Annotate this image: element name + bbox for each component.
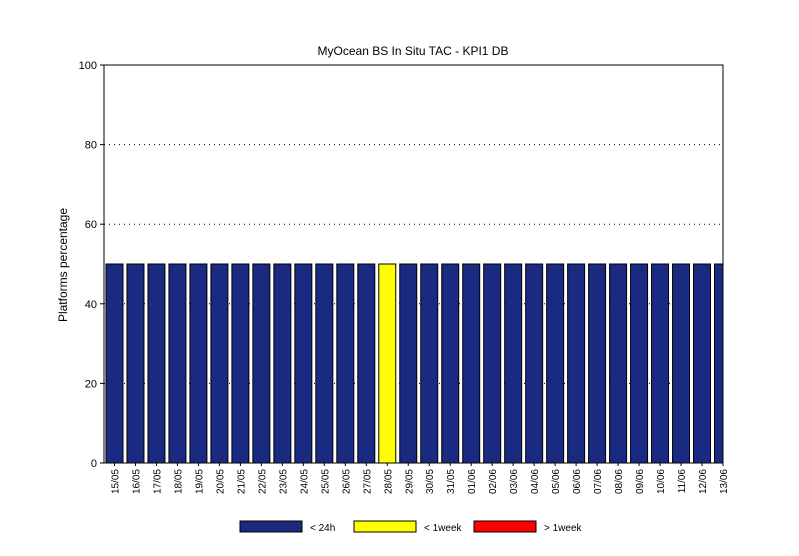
legend-swatch xyxy=(353,520,417,533)
bar xyxy=(315,263,334,464)
x-tick-label: 13/06 xyxy=(719,469,730,494)
y-tick-label: 0 xyxy=(91,458,97,470)
legend: < 24h < 1week > 1week xyxy=(239,520,583,534)
x-tick-label: 03/06 xyxy=(509,469,520,494)
legend-swatch xyxy=(473,520,537,533)
y-tick-label: 20 xyxy=(85,378,97,390)
y-tick-label: 40 xyxy=(85,299,97,311)
x-tick-label: 05/06 xyxy=(551,469,562,494)
x-tick-label: 01/06 xyxy=(467,469,478,494)
x-tick-label: 29/05 xyxy=(404,469,415,494)
bars xyxy=(105,263,724,464)
x-tick-label: 25/05 xyxy=(320,469,331,494)
bar xyxy=(483,263,502,464)
x-tick-label: 17/05 xyxy=(152,469,163,494)
bar xyxy=(252,263,271,464)
x-tick-label: 26/05 xyxy=(341,469,352,494)
legend-label: < 1week xyxy=(424,523,463,534)
x-tick-label: 18/05 xyxy=(173,469,184,494)
bar xyxy=(420,263,439,464)
legend-label: > 1week xyxy=(544,523,583,534)
x-tick-label: 07/06 xyxy=(593,469,604,494)
x-tick-label: 24/05 xyxy=(299,469,310,494)
x-tick-label: 06/06 xyxy=(572,469,583,494)
bar xyxy=(504,263,523,464)
bar xyxy=(378,263,397,464)
bar xyxy=(399,263,418,464)
x-tick-label: 30/05 xyxy=(425,469,436,494)
x-tick-label: 31/05 xyxy=(446,469,457,494)
bar xyxy=(126,263,145,464)
y-axis-label: Platforms percentage xyxy=(56,208,70,322)
x-tick-label: 21/05 xyxy=(236,469,247,494)
bar xyxy=(609,263,628,464)
x-tick-label: 27/05 xyxy=(362,469,373,494)
x-tick-label: 09/06 xyxy=(635,469,646,494)
x-tick-label: 12/06 xyxy=(698,469,709,494)
plot-frame xyxy=(103,64,724,464)
bar xyxy=(672,263,691,464)
x-tick-label: 20/05 xyxy=(215,469,226,494)
legend-swatch xyxy=(239,520,303,533)
x-axis: 15/05 16/05 17/05 18/05 19/05 20/05 21/05 22/05… xyxy=(110,463,730,494)
bar xyxy=(231,263,250,464)
bar xyxy=(441,263,460,464)
bar xyxy=(693,263,712,464)
x-tick-label: 10/06 xyxy=(656,469,667,494)
legend-label: < 24h xyxy=(310,523,335,534)
bar xyxy=(189,263,208,464)
bar xyxy=(210,263,229,464)
bar xyxy=(714,263,724,464)
x-tick-label: 16/05 xyxy=(131,469,142,494)
bar xyxy=(357,263,376,464)
bar xyxy=(168,263,187,464)
bar xyxy=(630,263,649,464)
bar xyxy=(462,263,481,464)
chart-title: MyOcean BS In Situ TAC - KPI1 DB xyxy=(318,44,509,58)
x-tick-label: 15/05 xyxy=(110,469,121,494)
bar xyxy=(294,263,313,464)
bar xyxy=(105,263,124,464)
y-axis: 0 20 40 60 80 100 xyxy=(79,60,104,470)
bar xyxy=(525,263,544,464)
x-tick-label: 28/05 xyxy=(383,469,394,494)
x-tick-label: 04/06 xyxy=(530,469,541,494)
bar xyxy=(651,263,670,464)
bar xyxy=(273,263,292,464)
y-tick-label: 100 xyxy=(79,60,97,72)
bar xyxy=(588,263,607,464)
x-tick-label: 22/05 xyxy=(257,469,268,494)
x-tick-label: 02/06 xyxy=(488,469,499,494)
x-tick-label: 23/05 xyxy=(278,469,289,494)
x-tick-label: 11/06 xyxy=(677,469,688,494)
bar xyxy=(546,263,565,464)
y-tick-label: 60 xyxy=(85,219,97,231)
x-tick-label: 19/05 xyxy=(194,469,205,494)
x-tick-label: 08/06 xyxy=(614,469,625,494)
bar xyxy=(567,263,586,464)
y-tick-label: 80 xyxy=(85,140,97,152)
bar xyxy=(336,263,355,464)
bar xyxy=(147,263,166,464)
